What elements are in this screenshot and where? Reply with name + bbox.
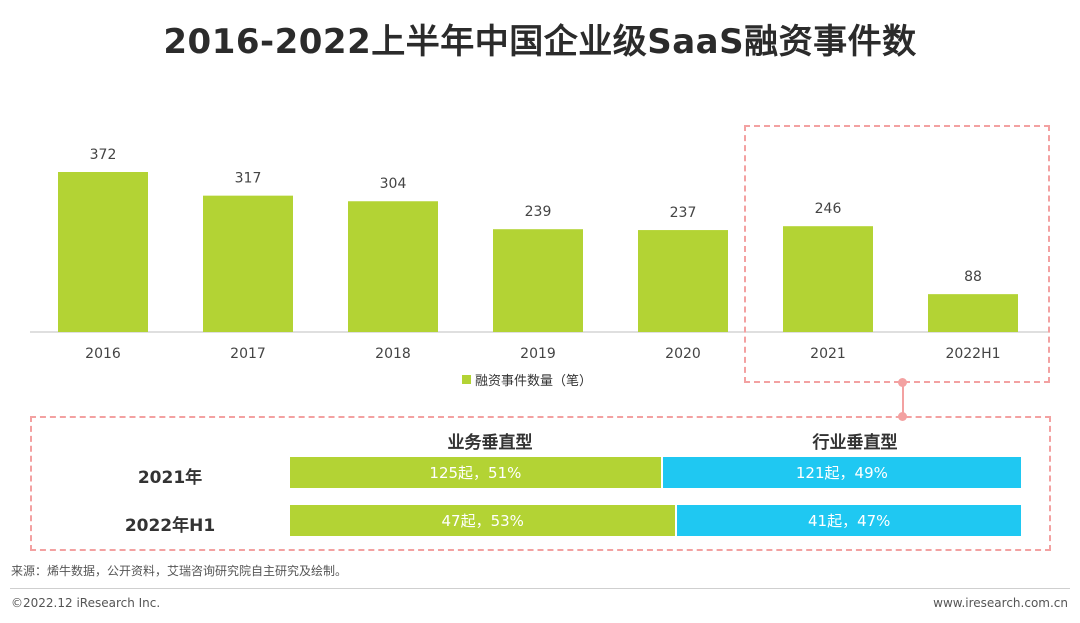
bar-2016 [58,172,148,332]
bar-2019 [493,229,583,332]
connector-dot-top [898,378,907,387]
breakdown-box [30,416,1051,551]
row-label-2021: 2021年 [137,468,203,488]
value-label-2022H1: 88 [964,269,982,285]
legend-swatch [462,375,471,384]
value-label-2016: 372 [90,147,117,163]
bar-2018 [348,201,438,332]
legend-label: 融资事件数量（笔） [475,374,593,389]
chart-title: 2016-2022上半年中国企业级SaaS融资事件数 [163,22,917,62]
source-note: 来源：烯牛数据，公开资料，艾瑞咨询研究院自主研究及绘制。 [11,564,348,578]
column-header-industry: 行业垂直型 [812,433,898,453]
segment-industry-2021: 121起，49% [662,457,1021,488]
x-tick-2016: 2016 [85,346,121,362]
value-label-2018: 304 [380,176,407,192]
x-tick-2022H1: 2022H1 [945,346,1000,362]
connector-line [902,383,904,416]
x-tick-2021: 2021 [810,346,846,362]
stacked-bar-2021: 125起，51% 121起，49% [290,457,1021,488]
copyright: ©2022.12 iResearch Inc. [11,596,161,610]
segment-business-2022h1: 47起，53% [290,505,678,536]
value-label-2019: 239 [525,204,552,220]
x-tick-2018: 2018 [375,346,411,362]
x-tick-2017: 2017 [230,346,266,362]
x-tick-2020: 2020 [665,346,701,362]
segment-industry-2022h1: 41起，47% [677,505,1021,536]
bar-2021 [783,226,873,332]
legend: 融资事件数量（笔） [462,370,592,389]
x-tick-2019: 2019 [520,346,556,362]
footer-divider [10,588,1070,589]
segment-business-2021: 125起，51% [290,457,663,488]
bar-chart: 372 2016 317 2017 304 2018 239 2019 237 2020 246 20… [30,147,1048,362]
highlight-box [744,125,1050,383]
bar-2022H1 [928,294,1018,332]
column-header-business: 业务垂直型 [447,433,533,453]
bar-2017 [203,195,293,332]
value-label-2021: 246 [815,201,842,217]
value-label-2017: 317 [235,171,262,187]
stacked-bar-2022h1: 47起，53% 41起，47% [290,505,1021,536]
row-label-2022h1: 2022年H1 [124,516,216,536]
website-link[interactable]: www.iresearch.com.cn [933,596,1068,610]
bar-2020 [638,230,728,332]
value-label-2020: 237 [670,205,697,221]
